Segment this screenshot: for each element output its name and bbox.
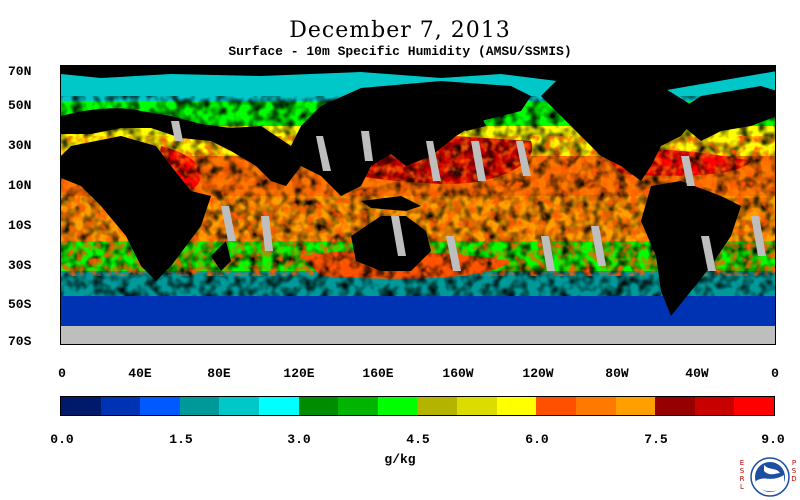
colorbar-tick-0: 0.0 bbox=[50, 432, 74, 447]
land-japan bbox=[461, 116, 486, 131]
missing-swath-6 bbox=[221, 206, 236, 241]
lat-label-50n: 50N bbox=[8, 98, 32, 113]
land-africa bbox=[61, 136, 211, 281]
colorbar-swatch-10 bbox=[457, 397, 497, 415]
colorbar-swatch-5 bbox=[259, 397, 299, 415]
humidity-map bbox=[60, 65, 776, 345]
colorbar-swatch-9 bbox=[417, 397, 458, 415]
lon-label-160w: 160W bbox=[442, 366, 474, 381]
land-maritime-continent bbox=[361, 196, 421, 211]
missing-swath-4 bbox=[471, 141, 486, 181]
lat-label-50s: 50S bbox=[8, 297, 32, 312]
land-south-america bbox=[641, 181, 741, 316]
colorbar-swatch-1 bbox=[100, 397, 141, 415]
missing-swath-5 bbox=[516, 141, 531, 176]
missing-swath-7 bbox=[261, 216, 273, 251]
colorbar-tick-4: 6.0 bbox=[525, 432, 549, 447]
missing-swath-14 bbox=[171, 121, 183, 141]
missing-swath-15 bbox=[681, 156, 695, 186]
colorbar-units: g/kg bbox=[384, 452, 416, 467]
land-eurasia bbox=[61, 81, 531, 196]
lat-label-70s: 70S bbox=[8, 334, 32, 349]
lon-label-120w: 120W bbox=[522, 366, 554, 381]
colorbar-swatch-7 bbox=[338, 397, 378, 415]
land-madagascar bbox=[211, 241, 231, 271]
colorbar-swatch-4 bbox=[219, 397, 260, 415]
humidity-map-svg bbox=[61, 66, 775, 344]
lat-label-70n: 70N bbox=[8, 64, 32, 79]
missing-swath-2 bbox=[361, 131, 373, 161]
missing-swath-11 bbox=[591, 226, 606, 266]
land-australia bbox=[351, 216, 431, 271]
missing-swath-9 bbox=[446, 236, 461, 271]
lon-label-0-east: 0 bbox=[771, 366, 779, 381]
colorbar-swatch-14 bbox=[615, 397, 656, 415]
land-north-america bbox=[541, 76, 701, 181]
band-southern-ocean bbox=[61, 296, 775, 326]
colorbar-swatch-3 bbox=[179, 397, 220, 415]
missing-swath-1 bbox=[316, 136, 331, 171]
noaa-emblem-icon bbox=[750, 457, 790, 497]
colorbar-tick-5: 7.5 bbox=[644, 432, 668, 447]
colorbar-swatch-11 bbox=[496, 397, 537, 415]
map-subtitle: Surface - 10m Specific Humidity (AMSU/SS… bbox=[228, 44, 572, 59]
colorbar-swatch-6 bbox=[298, 397, 339, 415]
missing-swath-13 bbox=[751, 216, 766, 256]
lon-label-80e: 80E bbox=[207, 366, 231, 381]
colorbar-swatch-15 bbox=[655, 397, 695, 415]
colorbar-tick-6: 9.0 bbox=[761, 432, 785, 447]
colorbar-swatch-0 bbox=[61, 397, 101, 415]
missing-swath-3 bbox=[426, 141, 441, 181]
lon-label-0-west: 0 bbox=[58, 366, 66, 381]
lon-label-120e: 120E bbox=[283, 366, 315, 381]
colorbar-swatch-2 bbox=[140, 397, 180, 415]
missing-swath-12 bbox=[701, 236, 716, 271]
lat-label-30s: 30S bbox=[8, 258, 32, 273]
lon-label-80w: 80W bbox=[605, 366, 629, 381]
colorbar-swatch-8 bbox=[377, 397, 418, 415]
colorbar-tick-2: 3.0 bbox=[287, 432, 311, 447]
land-greenland-region bbox=[671, 86, 775, 141]
humidity-colorbar bbox=[60, 396, 775, 416]
lat-label-30n: 30N bbox=[8, 138, 32, 153]
missing-swath-10 bbox=[541, 236, 555, 271]
colorbar-swatch-13 bbox=[575, 397, 616, 415]
lon-label-160e: 160E bbox=[362, 366, 394, 381]
page-title: December 7, 2013 bbox=[289, 18, 511, 43]
lat-label-10s: 10S bbox=[8, 218, 32, 233]
colorbar-tick-3: 4.5 bbox=[406, 432, 430, 447]
antarctic-missing-band bbox=[61, 326, 775, 344]
colorbar-swatch-16 bbox=[694, 397, 735, 415]
missing-swath-8 bbox=[391, 216, 406, 256]
lon-label-40e: 40E bbox=[128, 366, 152, 381]
lon-label-40w: 40W bbox=[685, 366, 709, 381]
colorbar-swatch-12 bbox=[536, 397, 576, 415]
colorbar-tick-1: 1.5 bbox=[169, 432, 193, 447]
colorbar-swatch-17 bbox=[734, 397, 774, 415]
lat-label-10n: 10N bbox=[8, 178, 32, 193]
